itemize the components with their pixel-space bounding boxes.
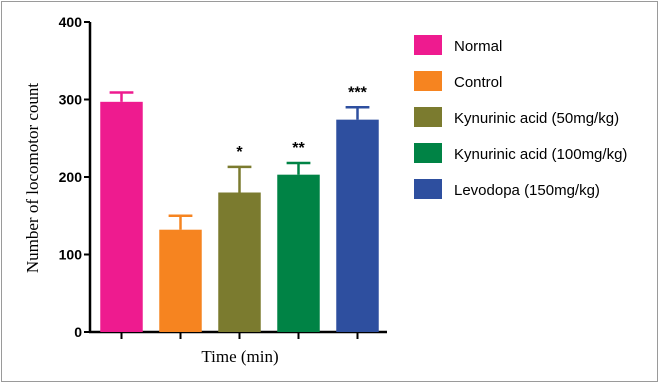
significance-label: * xyxy=(236,144,243,161)
bar xyxy=(277,174,320,332)
legend-swatch xyxy=(414,143,442,163)
legend-label: Control xyxy=(454,74,502,91)
bar xyxy=(159,229,202,332)
legend-swatch xyxy=(414,107,442,127)
bar xyxy=(336,119,379,333)
legend-swatch xyxy=(414,179,442,199)
x-axis-label: Time (min) xyxy=(201,347,278,366)
legend: Normal Control Kynurinic acid (50mg/kg) Kyn… xyxy=(414,35,627,199)
legend-swatch xyxy=(414,35,442,55)
y-tick-label: 0 xyxy=(74,324,82,340)
bar xyxy=(100,101,143,332)
y-axis-label: Number of locomotor count xyxy=(23,83,42,274)
legend-label: Normal xyxy=(454,38,502,55)
y-tick-label: 100 xyxy=(59,247,83,263)
y-tick-label: 200 xyxy=(59,169,83,185)
bar xyxy=(218,192,261,332)
legend-label: Kynurinic acid (100mg/kg) xyxy=(454,146,627,163)
legend-swatch xyxy=(414,71,442,91)
legend-label: Levodopa (150mg/kg) xyxy=(454,182,600,199)
significance-label: *** xyxy=(348,84,367,101)
y-tick-label: 400 xyxy=(59,14,83,30)
significance-label: ** xyxy=(292,140,305,157)
bars: * ***** xyxy=(100,84,379,339)
y-tick-label: 300 xyxy=(59,92,83,108)
legend-label: Kynurinic acid (50mg/kg) xyxy=(454,110,619,127)
